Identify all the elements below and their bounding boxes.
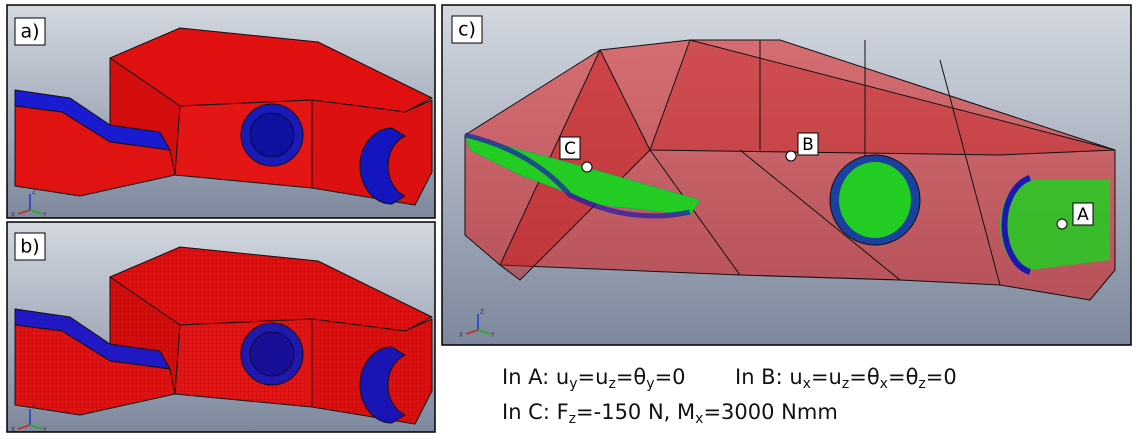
model-c: [464, 39, 1116, 301]
triad-y: [29, 424, 43, 430]
caption-text: In A: u: [502, 365, 569, 389]
point-a: [1056, 218, 1068, 230]
caption-text: In B: u: [735, 365, 803, 389]
caption: In C: Fz=-150 N, Mx=3000 Nmm: [502, 400, 838, 427]
subscript: z: [569, 411, 576, 427]
subscript: z: [608, 376, 615, 392]
caption-text: =0: [655, 365, 686, 389]
triad-label: Z: [32, 189, 36, 196]
subscript: y: [569, 376, 577, 392]
triad-label: Y: [490, 332, 495, 339]
subscript: y: [646, 376, 654, 392]
triad-label: X: [11, 212, 15, 219]
triad-x: [465, 329, 479, 335]
subscript: x: [880, 376, 888, 392]
triad-x: [17, 209, 31, 215]
captions: In A: uy=uz=θy=0 In B: ux=uz=θx=θz=0In C:…: [502, 365, 957, 427]
caption-text: =u: [811, 365, 842, 389]
triad-y: [29, 209, 43, 215]
point-label: A: [1077, 205, 1089, 225]
point-c: [581, 161, 593, 173]
point-b: [785, 150, 797, 162]
point-label: C: [564, 139, 576, 159]
caption-text: =-150 N, M: [576, 400, 695, 424]
triad-label: Y: [42, 427, 47, 434]
axis-triads: Z X Y Z X Y Z X Y: [11, 189, 495, 434]
point-labels: C B A: [559, 132, 1094, 226]
caption-text: =3000 Nmm: [703, 400, 837, 424]
triad-label: Z: [32, 404, 36, 411]
caption: In B: ux=uz=θx=θz=0: [735, 365, 957, 392]
triad-label: X: [459, 332, 463, 339]
caption-text: =0: [926, 365, 957, 389]
caption-text: =θ: [849, 365, 879, 389]
panel-label: b): [20, 236, 39, 258]
caption-text: =θ: [616, 365, 646, 389]
subscript: z: [842, 376, 849, 392]
model-b: [14, 246, 433, 425]
point-label: B: [802, 135, 814, 155]
caption: In A: uy=uz=θy=0: [502, 365, 686, 392]
subscript: x: [695, 411, 703, 427]
panel-label: c): [458, 19, 476, 41]
triad-y: [477, 329, 491, 335]
triad-label: Y: [42, 212, 47, 219]
caption-text: =u: [578, 365, 609, 389]
triad-label: Z: [480, 309, 484, 316]
subscript: z: [918, 376, 925, 392]
triad-label: X: [11, 427, 15, 434]
caption-text: =θ: [888, 365, 918, 389]
triad-x: [17, 424, 31, 430]
caption-text: In C: F: [502, 400, 569, 424]
subscript: x: [803, 376, 811, 392]
panel-label: a): [20, 21, 39, 43]
